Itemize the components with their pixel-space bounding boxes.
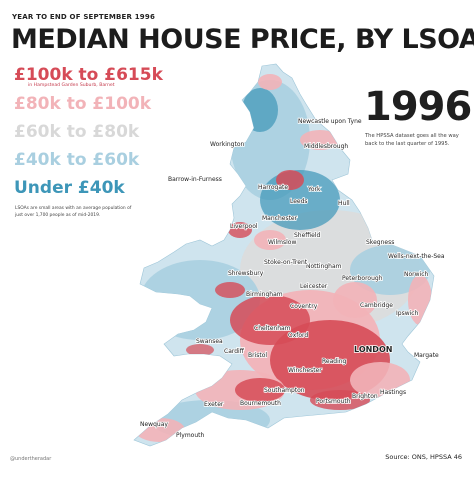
city-label-cambridge: Cambridge (360, 302, 393, 309)
city-label-plymouth: Plymouth (176, 432, 205, 439)
legend-top-note: in Hampstead Garden Suburb, Barnet (28, 83, 115, 88)
lsoa-note: LSOAs are small areas with an average po… (15, 206, 132, 218)
city-label-reading: Reading (322, 358, 347, 365)
city-label-coventry: Coventry (290, 303, 318, 310)
city-label-middlesbrough: Middlesbrough (304, 143, 348, 150)
year-note-wrap: The HPSSA dataset goes all the way back … (365, 104, 465, 148)
city-label-harrogate: Harrogate (258, 184, 288, 191)
city-label-margate: Margate (414, 352, 439, 359)
city-label-bournemouth: Bournemouth (240, 400, 281, 407)
author-handle: @undertheradar (10, 456, 52, 462)
city-label-brighton: Brighton (352, 393, 378, 400)
city-label-stoke: Stoke-on-Trent (264, 259, 308, 266)
city-label-bristol: Bristol (248, 352, 267, 359)
city-label-portsmouth: Portsmouth (316, 398, 351, 405)
city-label-hull: Hull (338, 200, 350, 207)
city-label-ipswich: Ipswich (396, 310, 419, 317)
legend-item-80k-100k: £80k to £100k (14, 94, 152, 114)
city-label-wells-next-the-sea: Wells-next-the-Sea (388, 253, 445, 260)
legend: £100k to £615k in Hampstead Garden Subur… (14, 64, 163, 205)
city-label-wilmslow: Wilmslow (268, 239, 296, 246)
city-label-liverpool: Liverpool (230, 223, 258, 230)
city-label-leeds: Leeds (290, 198, 308, 205)
city-label-cardiff: Cardiff (224, 348, 245, 355)
city-label-london: LONDON (354, 345, 392, 354)
legend-item-40k-60k: £40k to £60k (14, 150, 140, 170)
city-label-newquay: Newquay (140, 421, 168, 428)
city-label-newcastle: Newcastle upon Tyne (298, 118, 362, 125)
city-label-leicester: Leicester (300, 283, 328, 290)
city-label-sheffield: Sheffield (294, 232, 320, 239)
legend-item-100k-615k: £100k to £615k (14, 65, 163, 85)
city-label-birmingham: Birmingham (246, 291, 283, 298)
city-label-norwich: Norwich (404, 271, 428, 278)
city-labels: Newcastle upon Tyne Workington Middlesbr… (139, 117, 445, 440)
city-label-winchester: Winchester (288, 367, 322, 374)
city-label-oxford: Oxford (288, 332, 308, 339)
city-label-manchester: Manchester (262, 215, 298, 222)
year-note: The HPSSA dataset goes all the way back … (365, 133, 459, 147)
city-label-cheltenham: Cheltenham (254, 325, 291, 332)
city-label-york: York (307, 186, 321, 193)
legend-item-under-40k: Under £40k (14, 178, 125, 198)
city-label-southampton: Southampton (264, 387, 305, 394)
city-label-peterborough: Peterborough (342, 275, 383, 282)
city-label-skegness: Skegness (366, 239, 394, 246)
legend-item-60k-80k: £60k to £80k (14, 122, 140, 142)
city-label-exeter: Exeter (204, 401, 224, 408)
subtitle: YEAR TO END OF SEPTEMBER 1996 (12, 13, 156, 21)
page-title: MEDIAN HOUSE PRICE, BY LSOA (11, 24, 474, 55)
city-label-workington: Workington (210, 141, 244, 148)
city-label-hastings: Hastings (380, 389, 406, 396)
city-label-nottingham: Nottingham (306, 263, 342, 270)
source-note: Source: ONS, HPSSA 46 (385, 453, 462, 461)
city-label-shrewsbury: Shrewsbury (228, 270, 264, 277)
city-label-barrow: Barrow-in-Furness (168, 176, 222, 183)
city-label-swansea: Swansea (196, 338, 223, 345)
